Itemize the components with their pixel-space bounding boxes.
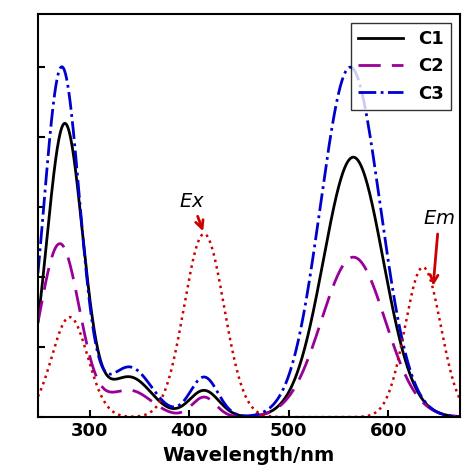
C1 xyxy=(453,413,458,419)
Line: C2: C2 xyxy=(38,244,468,417)
C2 xyxy=(233,413,238,419)
C3 xyxy=(57,66,63,72)
C2 xyxy=(465,414,471,419)
C2 xyxy=(452,413,458,419)
C2 xyxy=(57,241,63,246)
C2 xyxy=(244,414,250,419)
C3 xyxy=(453,414,458,419)
C2 xyxy=(35,319,41,325)
C1 xyxy=(233,411,238,417)
C3 xyxy=(465,414,471,420)
C1 xyxy=(465,414,471,420)
Text: $\mathbf{\mathit{Ex}}$: $\mathbf{\mathit{Ex}}$ xyxy=(179,192,205,228)
C1 xyxy=(244,413,250,419)
C2 xyxy=(453,413,458,419)
Legend: C1, C2, C3: C1, C2, C3 xyxy=(351,23,451,110)
C2 xyxy=(57,241,63,246)
Line: C1: C1 xyxy=(38,123,468,417)
C3 xyxy=(244,413,250,419)
X-axis label: Wavelength/nm: Wavelength/nm xyxy=(163,446,335,465)
C3 xyxy=(374,176,379,182)
C1 xyxy=(57,132,63,137)
C3 xyxy=(452,413,458,419)
C3 xyxy=(59,64,64,70)
C1 xyxy=(35,319,41,325)
Text: $\mathbf{\mathit{Em}}$: $\mathbf{\mathit{Em}}$ xyxy=(423,210,455,283)
C3 xyxy=(233,411,238,417)
C1 xyxy=(452,413,458,419)
C1 xyxy=(62,120,68,126)
C1 xyxy=(374,222,379,228)
C2 xyxy=(374,292,379,298)
Line: C3: C3 xyxy=(38,67,468,417)
C3 xyxy=(35,270,41,276)
